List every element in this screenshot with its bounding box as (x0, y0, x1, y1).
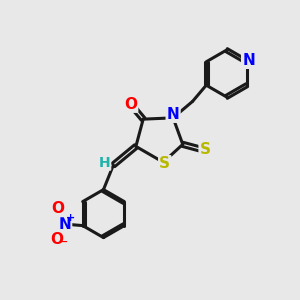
Text: O: O (124, 97, 137, 112)
Text: N: N (242, 53, 255, 68)
Text: S: S (159, 156, 170, 171)
Text: +: + (66, 213, 75, 223)
Text: −: − (59, 237, 68, 247)
Text: N: N (58, 217, 71, 232)
Text: N: N (167, 107, 179, 122)
Text: S: S (200, 142, 211, 158)
Text: O: O (52, 201, 64, 216)
Text: O: O (50, 232, 63, 247)
Text: H: H (99, 156, 110, 170)
